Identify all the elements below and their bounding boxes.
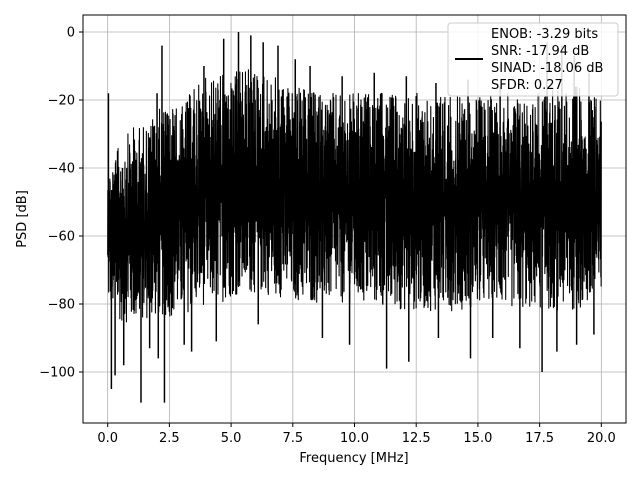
legend-enob: ENOB: -3.29 bits (491, 27, 598, 42)
x-tick-label: 15.0 (463, 431, 492, 446)
legend-sinad: SINAD: -18.06 dB (491, 61, 603, 76)
y-tick-label: −60 (48, 230, 75, 245)
y-axis-ticks: 0 −20 −40 −60 −80 −100 (39, 26, 83, 381)
x-tick-label: 10.0 (340, 431, 369, 446)
x-tick-label: 20.0 (587, 431, 616, 446)
y-tick-label: −20 (48, 94, 75, 109)
legend-sfdr: SFDR: 0.27 (491, 78, 563, 93)
psd-trace (107, 69, 602, 323)
x-tick-label: 2.5 (159, 431, 180, 446)
x-tick-label: 7.5 (282, 431, 303, 446)
x-axis-ticks: 0.0 2.5 5.0 7.5 10.0 12.5 15.0 17.5 20.0 (97, 423, 616, 446)
x-axis-label: Frequency [MHz] (299, 451, 408, 466)
x-tick-label: 5.0 (221, 431, 242, 446)
x-tick-label: 17.5 (525, 431, 554, 446)
y-tick-label: −40 (48, 162, 75, 177)
y-tick-label: −80 (48, 298, 75, 313)
x-tick-label: 12.5 (402, 431, 431, 446)
legend: ENOB: -3.29 bits SNR: -17.94 dB SINAD: -… (447, 22, 619, 97)
legend-snr: SNR: -17.94 dB (491, 44, 589, 59)
y-tick-label: 0 (67, 26, 75, 41)
x-tick-label: 0.0 (97, 431, 118, 446)
legend-box (447, 22, 619, 97)
y-tick-label: −100 (39, 366, 75, 381)
y-axis-label: PSD [dB] (15, 190, 30, 248)
